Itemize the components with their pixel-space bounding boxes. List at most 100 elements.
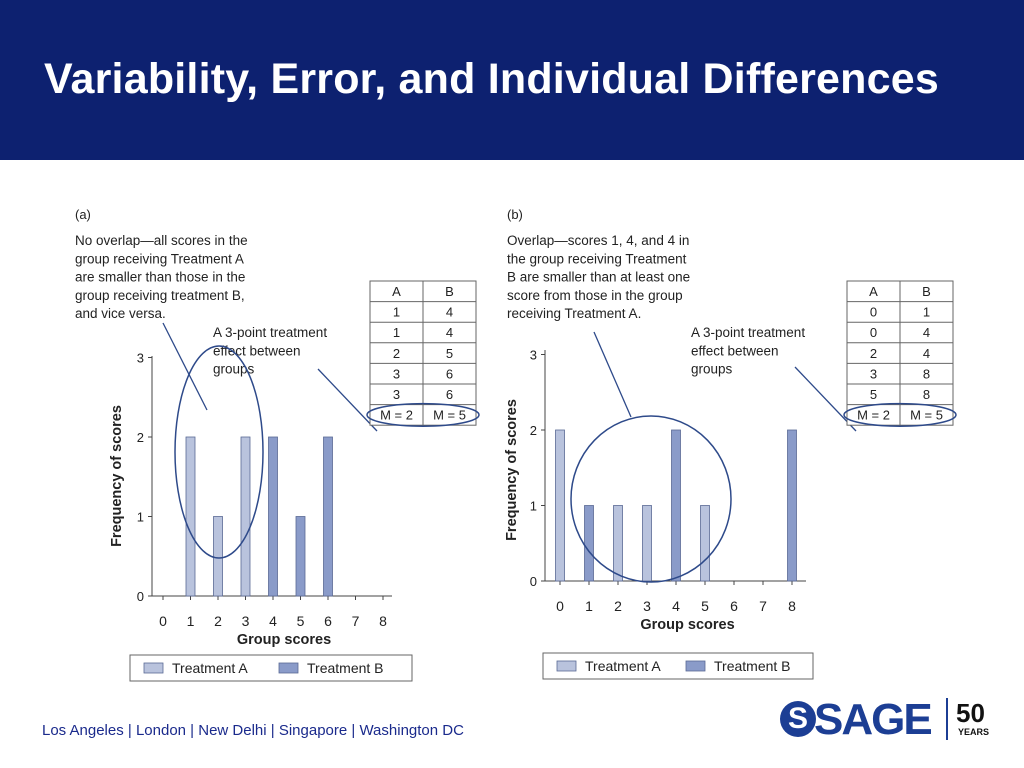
effect-annotation-line: A 3-point treatment <box>691 325 805 340</box>
logo-divider <box>946 698 948 740</box>
anniversary-label: YEARS <box>958 727 990 737</box>
x-tick-label: 4 <box>672 598 680 614</box>
x-tick-label: 6 <box>324 613 332 629</box>
sage-logo: S SAGE 50 YEARS <box>780 696 1000 744</box>
y-tick-label: 3 <box>137 351 144 366</box>
table-cell: 4 <box>446 305 453 320</box>
chart-panel-b: (b) Overlap—scores 1, 4, and 4 in the grou… <box>504 207 957 680</box>
panel-label: (a) <box>75 207 91 222</box>
effect-annotation-line: A 3-point treatment <box>213 325 327 340</box>
bar-treatment-b <box>295 516 306 597</box>
table-mean-cell: M = 5 <box>433 408 466 423</box>
table-cell: 5 <box>870 387 877 402</box>
x-axis-label: Group scores <box>640 617 734 633</box>
annotation-line: are smaller than those in the <box>75 270 245 285</box>
effect-annotation-line: effect between <box>213 343 301 358</box>
bar-treatment-a <box>240 436 251 597</box>
legend-label: Treatment B <box>714 658 791 674</box>
table-cell: 0 <box>870 325 877 340</box>
x-tick-label: 0 <box>159 613 167 629</box>
effect-pointer-line <box>794 366 857 432</box>
y-tick-label: 1 <box>530 499 537 514</box>
y-tick-label: 0 <box>137 589 144 604</box>
y-tick-label: 1 <box>137 510 144 525</box>
figure-panels: (a) No overlap—all scores in the group rec… <box>75 207 957 682</box>
x-tick-label: 6 <box>730 598 738 614</box>
x-tick-label: 3 <box>643 598 651 614</box>
table-mean-cell: M = 2 <box>857 408 890 423</box>
sage-s-icon: S <box>780 701 816 737</box>
effect-pointer-line <box>317 368 378 432</box>
table-header-cell: B <box>445 284 454 299</box>
y-axis-label: Frequency of scores <box>504 399 520 541</box>
bar-treatment-b <box>787 429 797 582</box>
table-cell: 2 <box>393 346 400 361</box>
chart-legend: Treatment A Treatment B <box>129 654 413 682</box>
table-cell: 2 <box>870 346 877 361</box>
panel-label: (b) <box>507 207 523 222</box>
table-header-cell: A <box>392 284 401 299</box>
annotation-line: receiving Treatment A. <box>507 306 641 321</box>
x-tick-label: 1 <box>187 613 195 629</box>
x-tick-label: 7 <box>759 598 767 614</box>
x-tick-label: 2 <box>214 613 222 629</box>
table-cell: 3 <box>870 366 877 381</box>
table-mean-cell: M = 2 <box>380 408 413 423</box>
y-tick-label: 2 <box>530 423 537 438</box>
x-tick-label: 2 <box>614 598 622 614</box>
table-cell: 1 <box>923 305 930 320</box>
effect-annotation-line: effect between <box>691 343 779 358</box>
legend-box <box>542 652 814 680</box>
x-tick-label: 5 <box>297 613 305 629</box>
table-mean-cell: M = 5 <box>910 408 943 423</box>
legend-swatch-treatment-a <box>556 660 577 672</box>
table-cell: 4 <box>446 325 453 340</box>
table-cell: 5 <box>446 346 453 361</box>
effect-annotation-line: groups <box>691 362 733 377</box>
annotation-pointer-line <box>593 331 632 418</box>
table-cell: 8 <box>923 387 930 402</box>
y-tick-label: 0 <box>530 574 537 589</box>
table-cell: 3 <box>393 366 400 381</box>
annotation-line: and vice versa. <box>75 306 166 321</box>
legend-label: Treatment B <box>307 660 384 676</box>
bar-treatment-b <box>671 429 681 582</box>
table-header-cell: A <box>869 284 878 299</box>
table-cell: 6 <box>446 387 453 402</box>
legend-swatch-treatment-b <box>685 660 706 672</box>
x-tick-label: 4 <box>269 613 277 629</box>
legend-label: Treatment A <box>172 660 248 676</box>
chart-legend: Treatment A Treatment B <box>542 652 814 680</box>
x-tick-label: 5 <box>701 598 709 614</box>
annotation-line: B are smaller than at least one <box>507 270 690 285</box>
x-axis-label: Group scores <box>237 632 331 648</box>
slide-title: Variability, Error, and Individual Diffe… <box>44 55 939 103</box>
bar-treatment-a <box>642 505 652 582</box>
anniversary-number: 50 <box>956 698 985 728</box>
table-cell: 1 <box>393 305 400 320</box>
bar-treatment-a <box>700 505 710 582</box>
table-cell: 4 <box>923 325 930 340</box>
annotation-line: the group receiving Treatment <box>507 251 687 266</box>
bar-treatment-a <box>185 436 196 597</box>
means-highlight-ellipse <box>843 402 957 427</box>
overlap-highlight-ellipse <box>174 345 264 559</box>
scores-table: A B 0 1 0 4 2 4 3 8 5 8 M = 2 M = 5 <box>843 280 957 427</box>
bar-treatment-b <box>584 505 594 582</box>
y-tick-label: 2 <box>137 430 144 445</box>
table-cell: 8 <box>923 366 930 381</box>
legend-swatch-treatment-a <box>143 662 164 674</box>
x-tick-label: 8 <box>379 613 387 629</box>
annotation-line: group receiving treatment B, <box>75 288 245 303</box>
table-cell: 3 <box>393 387 400 402</box>
annotation-pointer-line <box>162 322 208 411</box>
table-header-cell: B <box>922 284 931 299</box>
chart-panel-a: (a) No overlap—all scores in the group rec… <box>75 207 480 682</box>
x-tick-label: 3 <box>242 613 250 629</box>
annotation-line: Overlap—scores 1, 4, and 4 in <box>507 233 689 248</box>
scores-table: A B 1 4 1 4 2 5 3 6 3 6 M = 2 M = 5 <box>366 280 480 427</box>
footer-locations: Los Angeles | London | New Delhi | Singa… <box>42 722 464 739</box>
bar-treatment-a <box>213 516 223 597</box>
bar-treatment-a <box>613 505 623 582</box>
annotation-line: group receiving Treatment A <box>75 251 244 266</box>
